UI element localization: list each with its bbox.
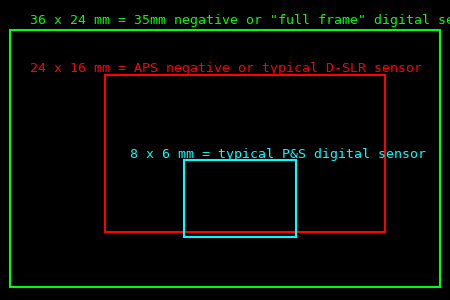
Text: 8 x 6 mm = typical P&S digital sensor: 8 x 6 mm = typical P&S digital sensor xyxy=(130,148,426,161)
Text: 24 x 16 mm = APS negative or typical D-SLR sensor: 24 x 16 mm = APS negative or typical D-S… xyxy=(30,62,422,75)
Bar xyxy=(105,75,385,232)
Bar xyxy=(10,30,440,287)
Bar xyxy=(184,160,296,237)
Text: 36 x 24 mm = 35mm negative or "full frame" digital sensor: 36 x 24 mm = 35mm negative or "full fram… xyxy=(30,14,450,27)
